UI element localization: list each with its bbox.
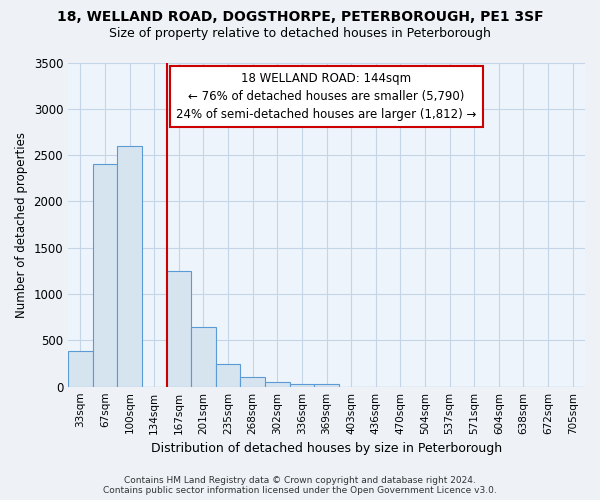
Text: Contains HM Land Registry data © Crown copyright and database right 2024.
Contai: Contains HM Land Registry data © Crown c…	[103, 476, 497, 495]
Bar	[191, 328, 216, 386]
X-axis label: Distribution of detached houses by size in Peterborough: Distribution of detached houses by size …	[151, 442, 502, 455]
Bar	[216, 364, 241, 386]
Text: Size of property relative to detached houses in Peterborough: Size of property relative to detached ho…	[109, 28, 491, 40]
Bar	[290, 384, 314, 386]
Bar	[265, 382, 290, 386]
Bar	[167, 271, 191, 386]
Bar	[241, 378, 265, 386]
Text: 18, WELLAND ROAD, DOGSTHORPE, PETERBOROUGH, PE1 3SF: 18, WELLAND ROAD, DOGSTHORPE, PETERBOROU…	[56, 10, 544, 24]
Bar	[68, 350, 92, 386]
Y-axis label: Number of detached properties: Number of detached properties	[15, 132, 28, 318]
Bar	[314, 384, 339, 386]
Bar	[117, 146, 142, 386]
Bar	[92, 164, 117, 386]
Text: 18 WELLAND ROAD: 144sqm
← 76% of detached houses are smaller (5,790)
24% of semi: 18 WELLAND ROAD: 144sqm ← 76% of detache…	[176, 72, 477, 121]
